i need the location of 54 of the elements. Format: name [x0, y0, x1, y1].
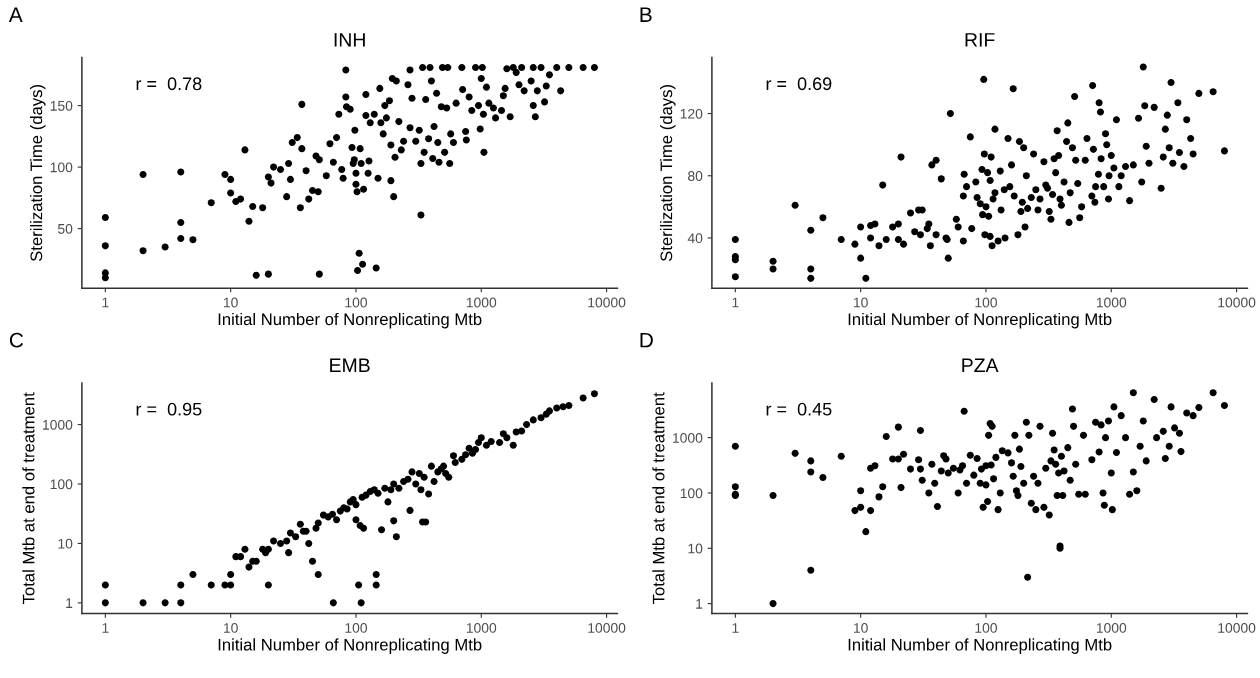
x-tick-label: 10 — [853, 622, 868, 633]
x-tick-label: 1000 — [1096, 622, 1127, 633]
x-tick-label: 10 — [853, 297, 868, 308]
annotation: r = 0.45 — [766, 402, 832, 416]
chart-title: RIF — [965, 33, 995, 47]
x-tick-label: 10 — [223, 297, 238, 308]
annotation: r = 0.69 — [766, 77, 832, 91]
x-tick-label: 10000 — [588, 622, 626, 633]
text: A — [8, 7, 23, 22]
y-axis-title: Sterilization Time (days) — [660, 85, 676, 262]
x-tick-label: 1 — [732, 623, 739, 633]
x-tick-label: 10000 — [1218, 622, 1256, 633]
x-axis-title: Initial Number of Nonreplicating Mtb — [848, 638, 1112, 654]
text: C — [9, 332, 24, 348]
x-tick-label: 10000 — [1218, 297, 1256, 308]
x-tick-label: 1 — [102, 297, 109, 308]
y-tick-label: 120 — [680, 108, 703, 119]
x-tick-label: 100 — [975, 622, 998, 633]
annotation: r = 0.95 — [136, 402, 202, 416]
y-tick-label: 150 — [50, 100, 73, 111]
y-tick-label: 1000 — [673, 432, 703, 443]
y-tick-label: 100 — [680, 488, 703, 499]
x-tick-label: 1000 — [466, 297, 497, 308]
x-tick-label: 1000 — [466, 622, 497, 633]
x-tick-label: 10 — [223, 622, 238, 633]
y-tick-label: 1000 — [43, 419, 73, 430]
x-tick-label: 1 — [102, 623, 109, 633]
x-axis-title: Initial Number of Nonreplicating Mtb — [218, 312, 482, 329]
x-tick-label: 100 — [975, 297, 998, 308]
x-tick-label: 1000 — [1096, 297, 1127, 308]
y-tick-label: 100 — [50, 162, 73, 173]
annotation: r = 0.78 — [136, 77, 202, 91]
y-tick-label: 1 — [696, 599, 703, 609]
text: D — [640, 332, 653, 348]
y-axis-title: Total Mtb at end of treatment — [652, 392, 665, 605]
chart-title: INH — [334, 33, 365, 47]
y-axis-title: Sterilization Time (days) — [30, 85, 46, 262]
y-axis-title: Total Mtb at end of treatment — [22, 392, 35, 605]
y-tick-label: 100 — [50, 479, 73, 490]
y-tick-label: 1 — [66, 598, 73, 608]
y-tick-label: 10 — [58, 538, 73, 549]
y-tick-label: 10 — [688, 543, 703, 554]
chart-title: EMB — [330, 358, 370, 372]
chart-title: PZA — [962, 358, 999, 372]
text: B — [640, 7, 652, 22]
x-axis-title: Initial Number of Nonreplicating Mtb — [218, 638, 482, 654]
y-tick-label: 50 — [57, 223, 73, 234]
x-tick-label: 10000 — [588, 297, 626, 308]
y-tick-label: 80 — [688, 171, 703, 181]
x-tick-label: 100 — [345, 297, 368, 308]
y-tick-label: 40 — [687, 233, 703, 244]
x-tick-label: 1 — [732, 297, 739, 308]
x-tick-label: 100 — [345, 622, 368, 633]
x-axis-title: Initial Number of Nonreplicating Mtb — [848, 312, 1112, 329]
